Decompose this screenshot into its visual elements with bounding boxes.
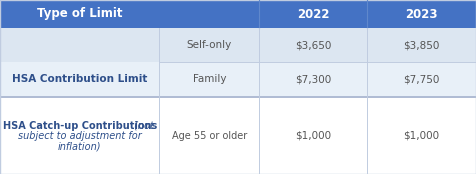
- Text: inflation): inflation): [58, 141, 101, 151]
- Text: $1,000: $1,000: [295, 131, 331, 141]
- Text: Type of Limit: Type of Limit: [37, 7, 122, 21]
- Bar: [0, 62, 476, 96]
- Text: Self-only: Self-only: [187, 40, 232, 50]
- Text: $1,000: $1,000: [403, 131, 439, 141]
- Text: HSA Contribution Limit: HSA Contribution Limit: [12, 74, 148, 84]
- Text: (not: (not: [6, 121, 154, 131]
- Bar: [0, 98, 476, 174]
- Bar: [0, 28, 476, 62]
- Text: Family: Family: [193, 74, 226, 84]
- Text: Age 55 or older: Age 55 or older: [172, 131, 247, 141]
- Bar: [0, 0, 476, 28]
- Text: subject to adjustment for: subject to adjustment for: [18, 131, 141, 141]
- Bar: [0, 96, 476, 98]
- Text: $3,650: $3,650: [295, 40, 331, 50]
- Text: HSA Catch-up Contributions: HSA Catch-up Contributions: [2, 121, 157, 131]
- Text: $3,850: $3,850: [403, 40, 439, 50]
- Text: $7,300: $7,300: [295, 74, 331, 84]
- Text: 2023: 2023: [405, 7, 437, 21]
- Text: 2022: 2022: [297, 7, 329, 21]
- Text: $7,750: $7,750: [403, 74, 439, 84]
